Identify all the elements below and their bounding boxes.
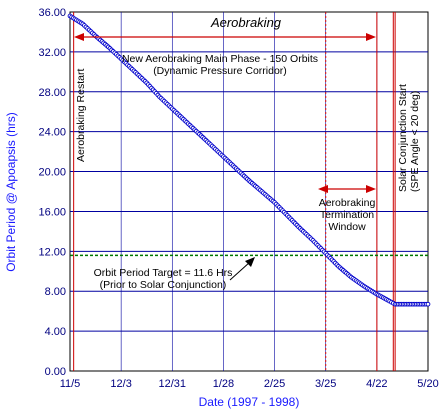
termination-line-1: Aerobraking <box>319 197 376 209</box>
main-phase-line-1: New Aerobraking Main Phase - 150 Orbits <box>122 53 318 65</box>
series-points <box>67 13 431 307</box>
termination-arrow-right-head <box>366 185 376 193</box>
x-tick-label: 12/3 <box>110 378 131 390</box>
aerobraking-arrow-right-head <box>366 33 376 41</box>
aerobraking-restart-label: Aerobraking Restart <box>75 69 87 162</box>
x-tick-label: 3/25 <box>315 378 336 390</box>
target-pointer-head <box>245 257 255 267</box>
x-tick-label: 2/25 <box>264 378 285 390</box>
y-tick-labels: 0.00 4.00 8.00 12.00 16.00 20.00 24.00 28.00 32.… <box>38 7 66 378</box>
y-tick-label: 32.00 <box>38 47 66 59</box>
y-tick-label: 0.00 <box>45 366 66 378</box>
x-tick-label: 11/5 <box>60 378 81 390</box>
target-note-line-2: (Prior to Solar Conjunction) <box>100 279 227 291</box>
termination-arrow-left-head <box>318 185 328 193</box>
y-tick-label: 24.00 <box>38 127 66 139</box>
aerobraking-span: Aerobraking <box>74 15 376 41</box>
y-tick-label: 20.00 <box>38 167 66 179</box>
aerobraking-arrow-left-head <box>74 33 84 41</box>
target-note: Orbit Period Target = 11.6 Hrs (Prior to… <box>94 257 255 291</box>
target-note-line-1: Orbit Period Target = 11.6 Hrs <box>94 267 233 279</box>
spe-angle-label: (SPE Angle < 20 deg) <box>409 91 421 192</box>
event-markers <box>73 12 396 371</box>
y-tick-label: 12.00 <box>38 246 66 258</box>
main-phase-line-2: (Dynamic Pressure Corridor) <box>153 65 287 77</box>
x-tick-label: 5/20 <box>417 378 438 390</box>
x-tick-label: 1/28 <box>213 378 234 390</box>
vertical-labels: Aerobraking Restart Solar Conjunction St… <box>75 69 421 192</box>
y-tick-label: 36.00 <box>38 7 66 19</box>
data-point <box>425 301 431 307</box>
termination-line-2: Termination <box>320 209 374 221</box>
y-tick-label: 28.00 <box>38 87 66 99</box>
x-axis-label: Date (1997 - 1998) <box>199 395 300 409</box>
x-tick-label: 12/31 <box>159 378 187 390</box>
x-tick-label: 4/22 <box>366 378 387 390</box>
y-tick-label: 16.00 <box>38 206 66 218</box>
x-tick-labels: 11/5 12/3 12/31 1/28 2/25 3/25 4/22 5/20 <box>60 378 439 390</box>
y-tick-label: 4.00 <box>45 326 66 338</box>
y-tick-label: 8.00 <box>45 286 66 298</box>
target-pointer-line <box>229 261 251 281</box>
termination-window: Aerobraking Termination Window <box>318 185 376 233</box>
solar-conjunction-label: Solar Conjunction Start <box>397 84 409 192</box>
aerobraking-title: Aerobraking <box>210 15 282 30</box>
y-axis-label: Orbit Period @ Apoapsis (hrs) <box>4 112 18 272</box>
main-phase-note: New Aerobraking Main Phase - 150 Orbits … <box>122 53 318 77</box>
termination-line-3: Window <box>328 221 366 233</box>
